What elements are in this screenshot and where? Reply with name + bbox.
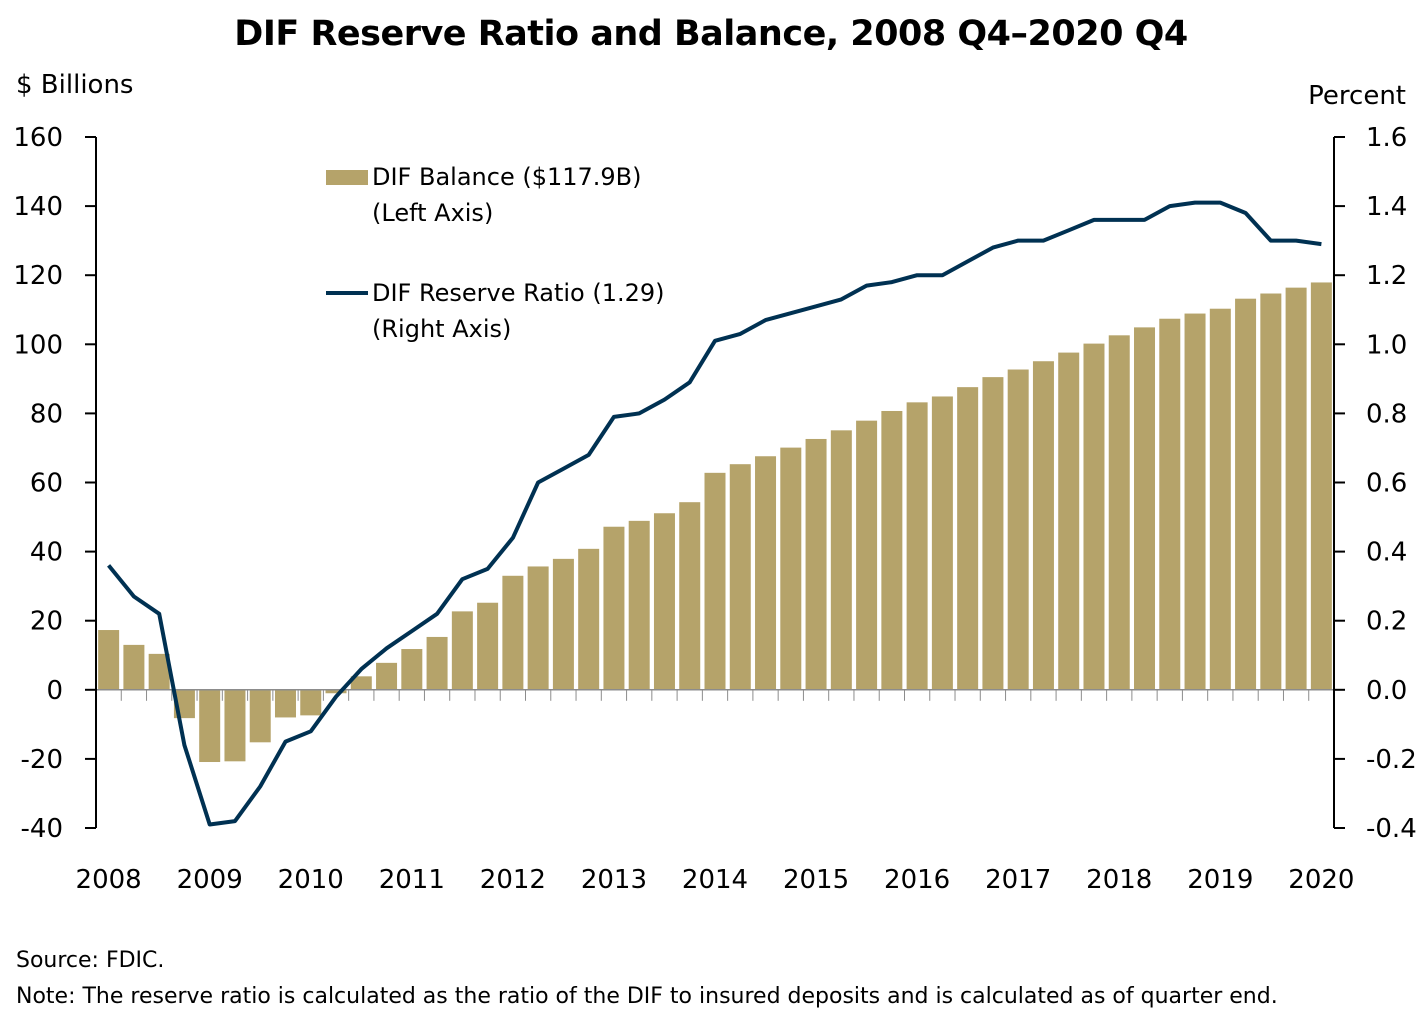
bar-2013-q2 [552,558,574,690]
bar-2015-q3 [780,447,802,690]
bar-2017-q2 [957,387,979,690]
bar-2016-q4 [906,402,928,690]
left-tick-label: 160 [13,123,63,153]
bar-2008-q4 [98,630,120,690]
left-tick-label: 20 [30,607,63,637]
x-tick-label-2015: 2015 [783,865,849,895]
x-tick-label-2012: 2012 [480,865,546,895]
legend-line-label: DIF Reserve Ratio (1.29) [372,279,665,307]
bar-2013-q4 [603,526,625,690]
bar-2011-q3 [376,662,398,690]
bar-2018-q4 [1108,335,1130,690]
bar-2011-q1 [325,689,347,694]
bar-2014-q4 [704,472,726,690]
bar-2018-q3 [1083,343,1105,690]
right-tick-label: 0.8 [1366,399,1407,429]
legend-bar-label-line2: (Left Axis) [372,199,493,227]
source-note: Source: FDIC. [16,948,165,973]
bar-2020-q4 [1310,282,1332,690]
right-tick-label: 0.0 [1366,676,1407,706]
bar-2010-q2 [249,689,271,743]
reserve-ratio-line [107,200,1322,827]
x-tick-label-2019: 2019 [1187,865,1253,895]
bar-2013-q1 [527,566,549,690]
right-tick-label: 0.2 [1366,607,1407,637]
right-tick-label: -0.4 [1366,814,1417,844]
bar-2016-q3 [881,410,903,690]
left-tick-label: 120 [13,261,63,291]
bar-2012-q4 [502,575,524,690]
bar-2019-q1 [1134,327,1156,690]
bar-2020-q1 [1235,298,1257,690]
left-axis-title: $ Billions [16,70,134,100]
bar-2009-q2 [148,653,170,690]
bar-2016-q1 [830,430,852,690]
right-tick-label: 0.6 [1366,469,1407,499]
bar-2011-q2 [350,676,372,690]
left-tick-label: 40 [30,538,63,568]
legend-bar-swatch [326,170,368,185]
bar-2017-q1 [931,396,953,690]
bar-2014-q1 [628,520,650,690]
x-tick-label-2010: 2010 [278,865,344,895]
right-tick-label: 0.4 [1366,538,1407,568]
x-tick-label-2020: 2020 [1288,865,1354,895]
bar-2010-q1 [224,689,246,762]
left-tick-label: 80 [30,399,63,429]
bar-2011-q4 [401,649,423,690]
bar-2018-q2 [1058,352,1080,690]
right-tick-label: 1.4 [1366,192,1407,222]
left-tick-label: -20 [21,745,63,775]
bar-2016-q2 [856,420,878,690]
bar-2019-q2 [1159,318,1181,690]
right-tick-label: -0.2 [1366,745,1417,775]
legend-bar-label: DIF Balance ($117.9B) [372,163,642,191]
bar-2012-q1 [426,636,448,690]
chart-title: DIF Reserve Ratio and Balance, 2008 Q4–2… [234,14,1188,54]
left-tick-label: 100 [13,330,63,360]
bar-2015-q4 [805,438,827,690]
x-tick-label-2011: 2011 [379,865,445,895]
bar-2019-q3 [1184,313,1206,690]
x-tick-label-2016: 2016 [884,865,950,895]
bar-2018-q1 [1032,361,1054,690]
right-tick-label: 1.6 [1366,123,1407,153]
right-axis-title: Percent [1308,81,1406,111]
bar-2017-q3 [982,377,1004,690]
bar-2015-q2 [755,456,777,690]
bar-2010-q4 [300,689,322,716]
x-tick-label-2009: 2009 [177,865,243,895]
left-tick-label: 140 [13,192,63,222]
bar-2013-q3 [578,548,600,690]
x-tick-label-2017: 2017 [985,865,1051,895]
bar-2012-q3 [477,602,499,690]
bar-2019-q4 [1209,308,1231,690]
x-tick-label-2008: 2008 [76,865,142,895]
footnote: Note: The reserve ratio is calculated as… [16,984,1278,1009]
x-tick-label-2018: 2018 [1086,865,1152,895]
bar-2017-q4 [1007,369,1029,690]
bar-2020-q3 [1285,287,1307,690]
right-tick-label: 1.0 [1366,330,1407,360]
bar-2009-q1 [123,644,145,690]
bar-2014-q2 [653,513,675,690]
bar-2009-q4 [199,689,221,763]
right-tick-label: 1.2 [1366,261,1407,291]
bar-2010-q3 [274,689,296,718]
bar-2014-q3 [679,502,701,690]
left-tick-label: 0 [46,676,63,706]
bar-2020-q2 [1260,293,1282,690]
bar-2015-q1 [729,464,751,690]
bar-2012-q2 [451,611,473,690]
left-tick-label: 60 [30,469,63,499]
left-tick-label: -40 [21,814,63,844]
legend-line-label-line2: (Right Axis) [372,315,511,343]
x-tick-label-2014: 2014 [682,865,748,895]
x-tick-label-2013: 2013 [581,865,647,895]
